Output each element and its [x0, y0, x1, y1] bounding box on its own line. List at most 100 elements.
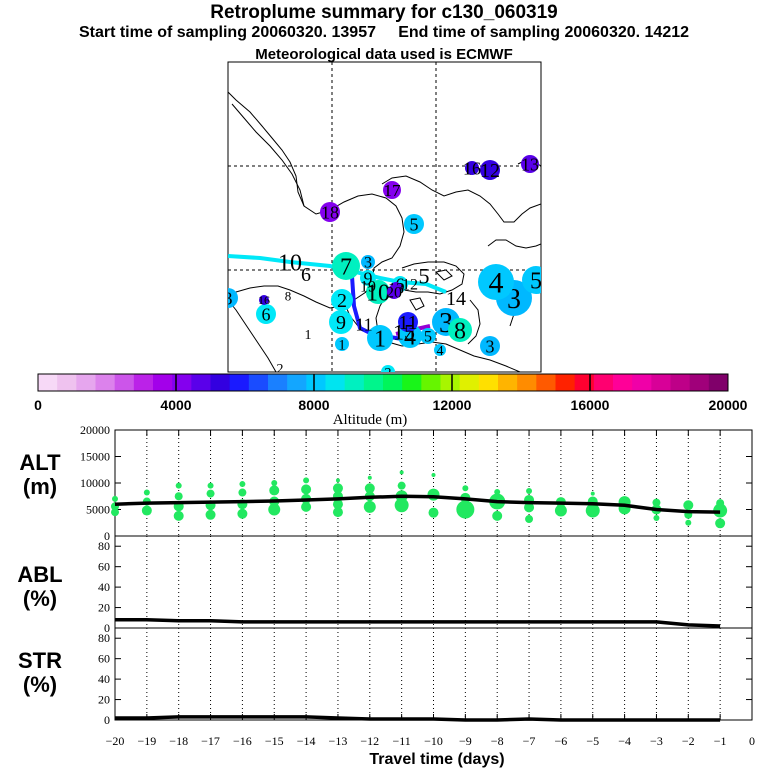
cluster-marker	[420, 328, 436, 344]
cluster-label: 11	[355, 314, 372, 334]
altitude-point	[716, 499, 725, 508]
cluster-label: 6	[262, 304, 271, 324]
cluster-marker	[480, 160, 500, 180]
y-tick-label: 40	[98, 672, 110, 686]
altitude-point	[335, 478, 340, 483]
str-fraction-line	[115, 715, 721, 722]
cluster-marker	[383, 181, 401, 199]
cluster-marker	[522, 266, 541, 294]
map-content: 1112223333344455556667889910101111121213…	[228, 62, 542, 381]
colorbar-swatch	[287, 374, 307, 391]
alt-panel: 0 5000 10000 15000 20000 ALT(m)	[19, 423, 752, 543]
altitude-point	[431, 473, 436, 478]
colorbar-swatch	[498, 374, 518, 391]
x-tick-label: −12	[360, 734, 379, 748]
cluster-label: 16	[463, 158, 481, 178]
cluster-markers: 1112223333344455556667889910101111121213…	[228, 154, 542, 381]
str-panel: 0 20 40 60 80 STR(%)	[18, 631, 752, 727]
cluster-marker	[228, 288, 238, 308]
panel-y-label: ALT	[19, 450, 61, 475]
y-tick-label: 0	[104, 529, 110, 543]
map-frame	[227, 61, 542, 373]
altitude-point	[143, 489, 150, 496]
x-tick-label: −17	[201, 734, 220, 748]
cluster-label: 2	[385, 366, 392, 381]
altitude-point	[237, 508, 248, 519]
altitude-point	[173, 510, 184, 521]
x-tick-label: −1	[714, 734, 727, 748]
panel-y-label: (m)	[23, 474, 57, 499]
colorbar-swatch	[76, 374, 96, 391]
altitude-point	[590, 491, 595, 496]
colorbar-swatch	[344, 374, 365, 391]
cluster-marker	[521, 155, 539, 173]
y-tick-label: 15000	[80, 450, 110, 464]
cluster-label: 11	[398, 312, 417, 334]
cluster-marker	[434, 344, 446, 356]
colorbar-swatch	[363, 374, 384, 391]
cluster-label: 5	[530, 268, 542, 294]
x-tick-label: −9	[459, 734, 472, 748]
colorbar-frame	[37, 373, 729, 392]
cluster-marker	[367, 325, 393, 351]
cluster-marker	[320, 202, 340, 222]
panel-y-label: (%)	[23, 586, 57, 611]
altitude-point	[207, 482, 214, 489]
cluster-marker	[381, 365, 395, 372]
altitude-point	[494, 489, 501, 496]
altitude-point	[269, 485, 280, 496]
colorbar-swatch	[593, 374, 614, 391]
altitude-point	[462, 485, 469, 492]
cluster-label: 12	[480, 160, 500, 182]
y-tick-label: 40	[98, 580, 110, 594]
cluster-label: 1	[374, 326, 386, 352]
colorbar-swatch	[95, 374, 116, 391]
cluster-label: 17	[384, 181, 402, 200]
altitude-point	[301, 501, 312, 512]
median-altitude-line	[114, 494, 721, 514]
cluster-label: 13	[521, 154, 539, 174]
colorbar-swatch	[402, 374, 422, 391]
met-data-note: Meteorological data used is ECMWF	[255, 46, 513, 63]
colorbar-tick-label: 16000	[571, 397, 610, 413]
x-tick-label: −13	[329, 734, 348, 748]
x-tick-label: −8	[491, 734, 504, 748]
cluster-marker	[256, 304, 276, 324]
altitude-point	[239, 481, 246, 488]
x-tick-label: −16	[233, 734, 252, 748]
cluster-marker	[332, 252, 360, 280]
altitude-point	[585, 503, 600, 518]
x-tick-label: −15	[265, 734, 284, 748]
altitude-point	[205, 509, 216, 520]
cluster-marker	[387, 285, 401, 299]
altitude-point	[367, 475, 372, 480]
altitude-point	[525, 515, 534, 524]
panel-y-label: STR	[18, 648, 62, 673]
cluster-label: 5	[410, 214, 419, 234]
cluster-marker	[259, 295, 269, 305]
panel-y-label: ABL	[17, 562, 62, 587]
cluster-label: 9	[336, 312, 346, 334]
colorbar-swatch	[536, 374, 556, 391]
colorbar-tick-label: 20000	[709, 397, 748, 413]
x-tick-label: −11	[392, 734, 410, 748]
colorbar-swatch	[574, 374, 595, 391]
altitude-colorbar: 0 4000 8000 12000 16000 20000 Altitude (m)	[34, 373, 748, 428]
cluster-label: 18	[321, 202, 339, 222]
altitude-point	[394, 498, 409, 513]
cluster-marker	[478, 264, 514, 300]
colorbar-swatch	[325, 374, 346, 391]
colorbar-tick-label: 12000	[433, 397, 472, 413]
altitude-point	[492, 510, 503, 521]
y-tick-label: 60	[98, 652, 110, 666]
colorbar-swatch	[613, 374, 633, 391]
colorbar-swatch	[191, 374, 211, 391]
colorbar-swatch	[133, 374, 154, 391]
altitude-point	[685, 519, 692, 526]
altitude-point	[554, 504, 567, 517]
altitude-point	[301, 484, 312, 495]
colorbar-swatch	[555, 374, 576, 391]
colorbar-swatch	[440, 374, 461, 391]
cluster-label: 9	[364, 268, 373, 288]
colorbar-swatch	[383, 374, 403, 391]
